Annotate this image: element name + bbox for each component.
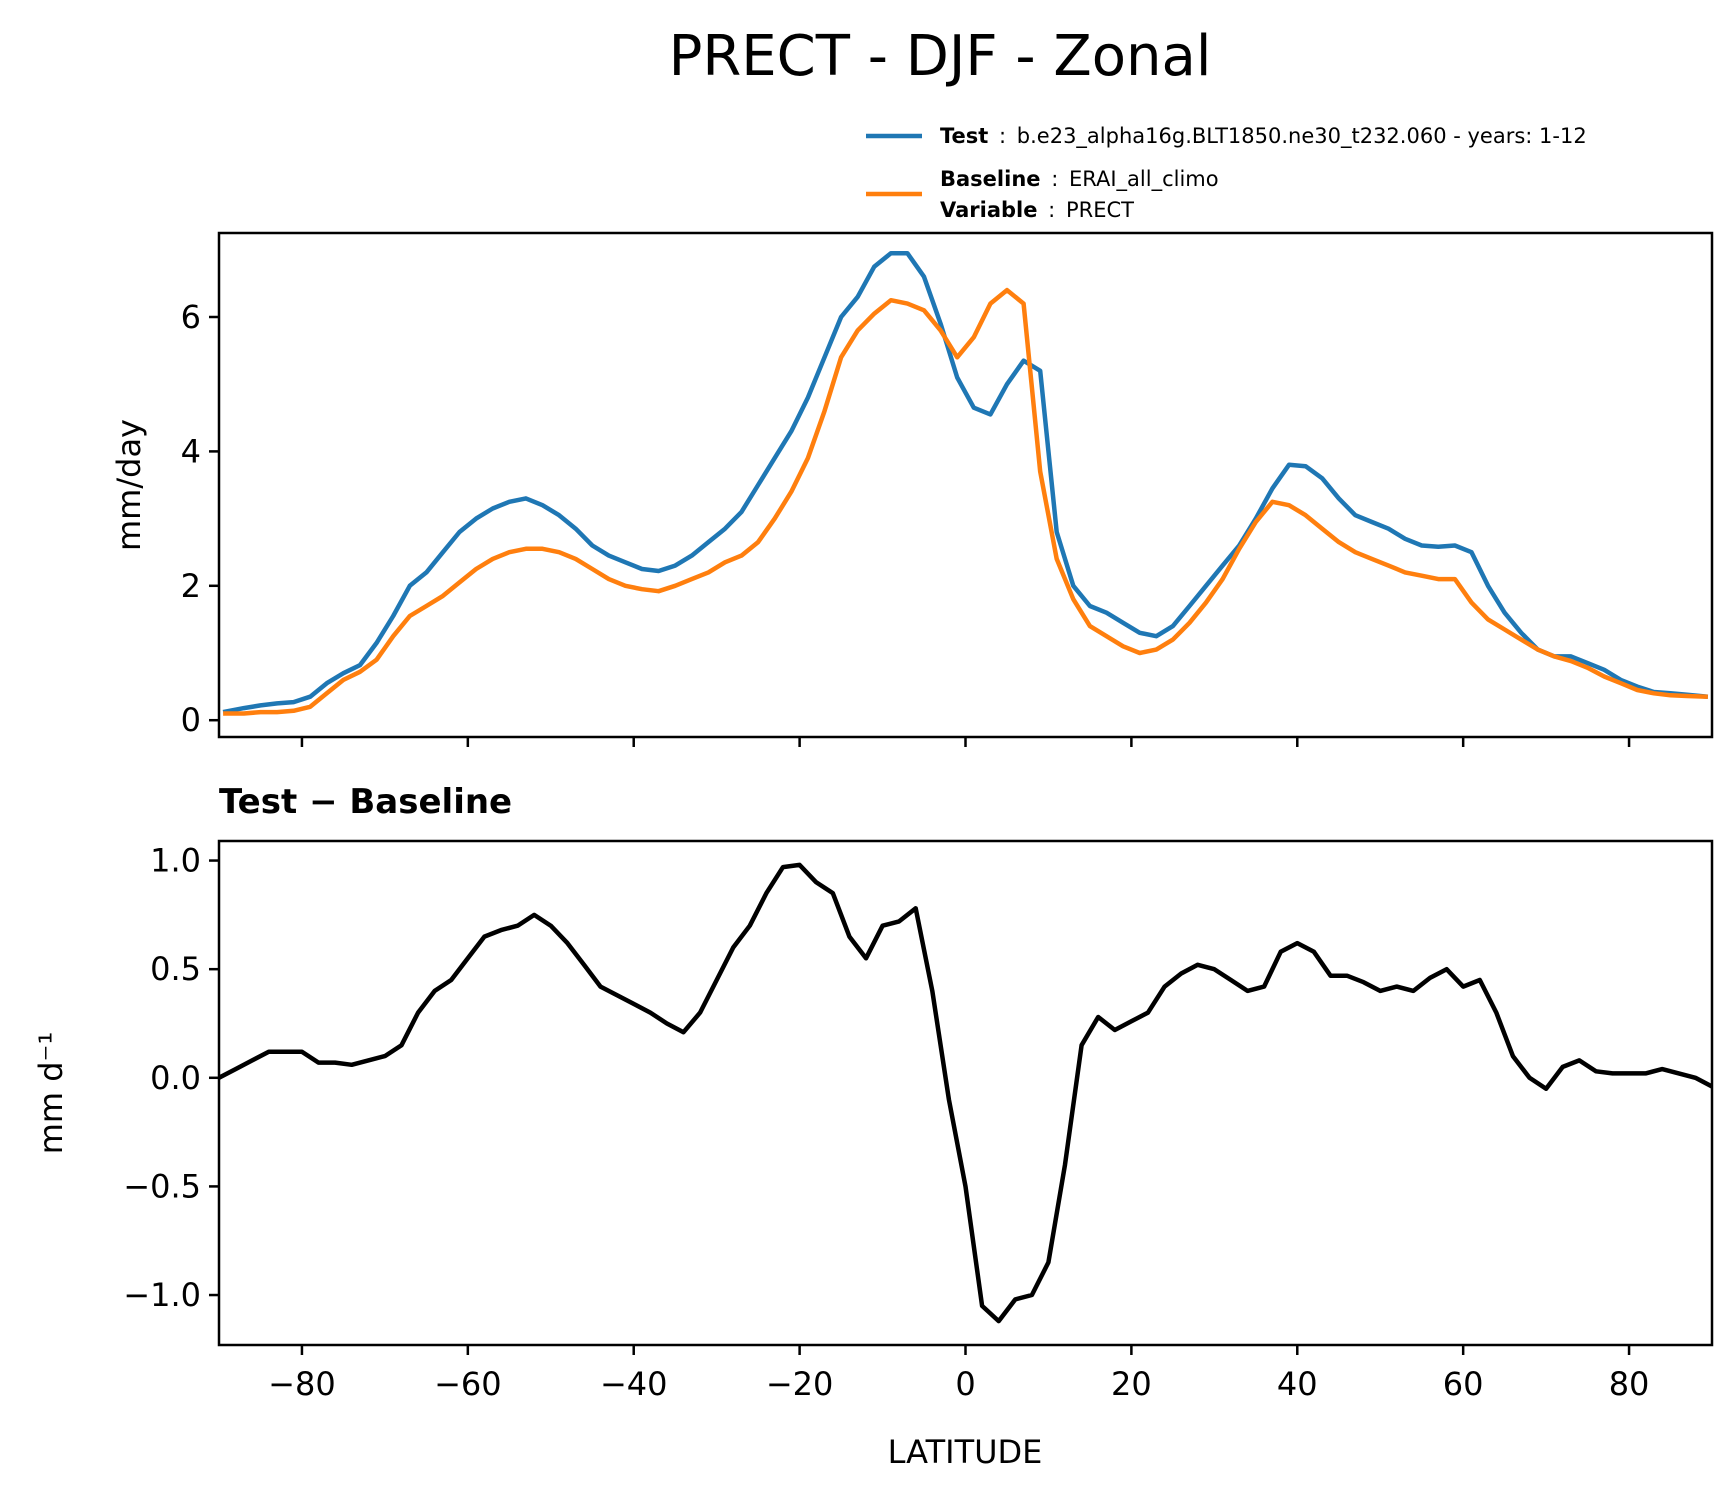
legend-test-label: Test [940, 124, 988, 148]
bottom-ytick-label: −1.0 [123, 1276, 201, 1314]
top-series-test [222, 250, 1709, 715]
top-ytick-label: 6 [181, 298, 201, 336]
legend-baseline-value: ERAI_all_climo [1069, 167, 1219, 192]
bottom-xtick-label: 60 [1443, 1365, 1484, 1403]
top-ticks-group: 0 2 4 6 [181, 298, 1631, 747]
top-panel: 0 2 4 6 mm/day [110, 231, 1714, 747]
legend-variable-label: Variable [940, 198, 1037, 222]
legend-test-value: b.e23_alpha16g.BLT1850.ne30_t232.060 - y… [1017, 124, 1587, 149]
top-ylabel: mm/day [110, 419, 148, 551]
bottom-ytick-label: 0.5 [150, 950, 201, 988]
top-ytick-label: 2 [181, 567, 201, 605]
bottom-panel: Test − Baseline −1.0−0.50.00.51.0−80 −60−… [32, 782, 1714, 1471]
bottom-xtick-label: −40 [600, 1365, 668, 1403]
legend-variable-text: Variable : PRECT [940, 198, 1134, 222]
top-series-baseline [223, 287, 1708, 716]
bottom-plot-frame [217, 839, 1714, 1347]
figure-title: PRECT - DJF - Zonal [669, 24, 1212, 89]
bottom-xtick-label: −20 [766, 1365, 834, 1403]
legend-baseline-sep: : [1051, 167, 1058, 191]
bottom-xtick-label: −80 [268, 1365, 336, 1403]
bottom-ylabel: mm d⁻¹ [32, 1032, 70, 1155]
bottom-xtick-label: 40 [1277, 1365, 1318, 1403]
legend-baseline-text: Baseline : ERAI_all_climo [940, 167, 1219, 192]
bottom-ytick-label: 0.0 [150, 1059, 201, 1097]
legend-variable-value: PRECT [1066, 198, 1134, 222]
bottom-xlabel: LATITUDE [888, 1433, 1043, 1471]
top-plot-frame [217, 231, 1714, 739]
legend: Test : b.e23_alpha16g.BLT1850.ne30_t232.… [866, 124, 1587, 222]
legend-baseline-label: Baseline [940, 167, 1041, 191]
top-ytick-label: 0 [181, 701, 201, 739]
bottom-ticks-group: −1.0 −0.5 0.0 0.5 1.0 −80 −60 −40 −20 0 20 40 60 80 [123, 842, 1649, 1403]
bottom-ytick-label: 1.0 [150, 842, 201, 880]
bottom-xtick-label: 80 [1609, 1365, 1650, 1403]
bottom-xtick-label: −60 [434, 1365, 502, 1403]
bottom-xtick-label: 20 [1111, 1365, 1152, 1403]
bottom-series-test-baseline [217, 862, 1714, 1324]
bottom-title: Test − Baseline [219, 782, 512, 822]
legend-test-text: Test : b.e23_alpha16g.BLT1850.ne30_t232.… [940, 124, 1587, 149]
top-ytick-label: 4 [181, 432, 201, 470]
top-series-group [222, 250, 1709, 716]
legend-variable-sep: : [1048, 198, 1055, 222]
bottom-ytick-label: −0.5 [123, 1167, 201, 1205]
bottom-xtick-label: 0 [955, 1365, 975, 1403]
legend-test-sep: : [999, 124, 1006, 148]
bottom-series-group [217, 862, 1714, 1324]
